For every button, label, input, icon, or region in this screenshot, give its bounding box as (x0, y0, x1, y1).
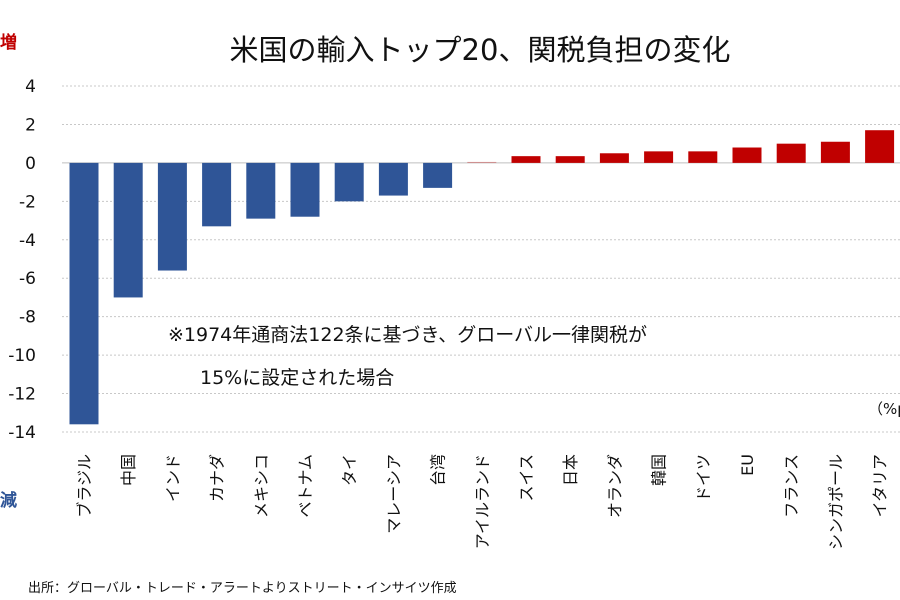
bar (423, 162, 453, 188)
y-tick-label: 0 (25, 154, 36, 174)
bar (378, 162, 408, 196)
bar (69, 162, 99, 425)
increase-label: 増 (0, 32, 17, 53)
bar (865, 130, 895, 163)
bars (69, 130, 895, 425)
y-tick-label: -10 (8, 346, 36, 366)
x-tick-label: シンガポール (826, 454, 845, 550)
x-tick-label: アイルランド (473, 454, 492, 549)
chart-title: 米国の輸入トップ20、関税負担の変化 (230, 33, 731, 67)
gridlines (62, 85, 900, 433)
y-tick-label: 2 (25, 115, 36, 135)
annotation-line-2: 15%に設定された場合 (200, 367, 394, 389)
x-tick-label: ベトナム (296, 454, 315, 518)
y-tick-label: -4 (19, 231, 36, 251)
x-tick-label: オランダ (605, 454, 624, 518)
bar (732, 147, 762, 163)
source-note: 出所：グローバル・トレード・アラートよりストリート・インサイツ作成 (28, 581, 457, 596)
x-tick-label: 日本 (561, 454, 580, 486)
x-tick-label: ドイツ (694, 454, 713, 502)
x-tick-label: 韓国 (650, 454, 669, 486)
bar (688, 151, 718, 163)
x-tick-label: メキシコ (252, 454, 271, 518)
bar (246, 162, 276, 219)
x-tick-label: 台湾 (429, 454, 448, 486)
bar (599, 153, 629, 163)
bar (555, 156, 585, 163)
decrease-label: 減 (0, 490, 17, 511)
y-tick-label: -14 (8, 423, 36, 443)
x-tick-label: カナダ (208, 454, 227, 502)
bar (157, 162, 187, 271)
unit-label: （%p） (868, 400, 900, 418)
bar (511, 156, 541, 163)
y-tick-label: -8 (19, 308, 36, 328)
x-tick-label: EU (738, 454, 757, 476)
bar (776, 143, 806, 163)
x-tick-label: イタリア (871, 454, 890, 517)
y-tick-label: -12 (8, 385, 36, 405)
bar (644, 151, 674, 163)
y-tick-label: -6 (19, 269, 36, 289)
bar (290, 162, 320, 217)
y-axis: 4 2 0 -2 -4 -6 -8 -10 -12 -14 (8, 77, 36, 443)
y-tick-label: -2 (19, 192, 36, 212)
bar (820, 141, 850, 163)
x-tick-label: スイス (517, 454, 536, 502)
y-tick-label: 4 (25, 77, 36, 97)
x-tick-label: タイ (340, 454, 359, 486)
x-tick-label: フランス (782, 454, 801, 518)
x-tick-label: ブラジル (75, 454, 94, 518)
bar (467, 161, 497, 163)
x-tick-label: マレーシア (384, 454, 403, 534)
annotation-line-1: ※1974年通商法122条に基づき、グローバル一律関税が (168, 324, 647, 346)
x-tick-label: 中国 (119, 454, 138, 486)
x-axis: ブラジル 中国 インド カナダ メキシコ ベトナム タイ マレーシア 台湾 アイルランド スイス 日本… (75, 454, 890, 550)
bar (334, 162, 364, 202)
bar (202, 162, 232, 227)
x-tick-label: インド (163, 454, 182, 502)
bar (113, 162, 143, 298)
